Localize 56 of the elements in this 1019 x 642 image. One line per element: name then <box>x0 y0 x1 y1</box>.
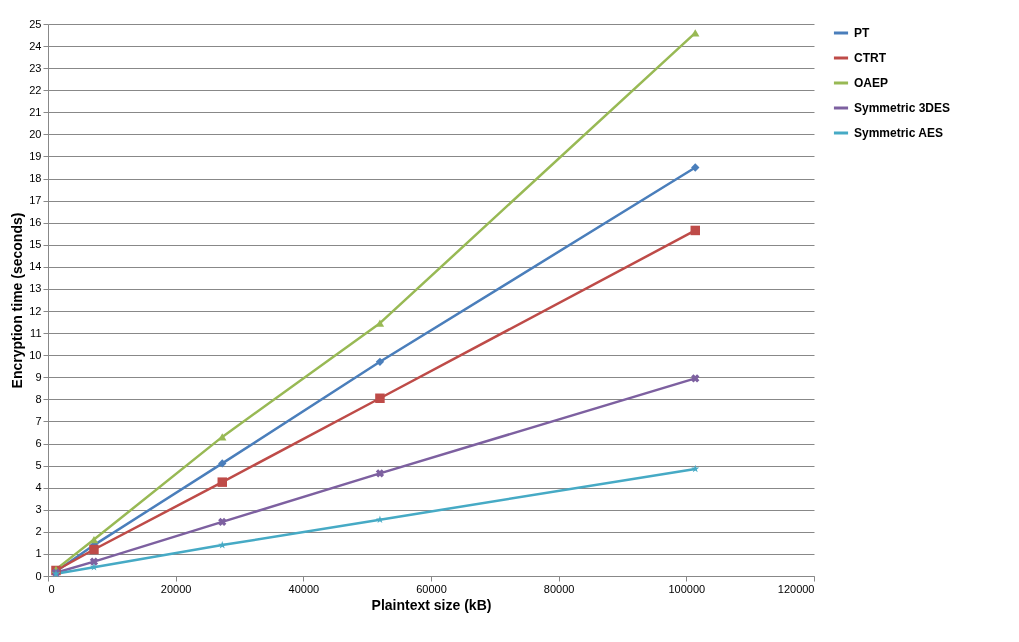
y-tick-label: 18 <box>29 172 42 185</box>
x-axis-title: Plaintext size (kB) <box>371 596 492 613</box>
x-tick-label: 120000 <box>777 582 815 595</box>
legend-label: PT <box>854 26 870 40</box>
y-tick-label: 4 <box>35 481 42 494</box>
y-tick-label: 3 <box>35 503 42 516</box>
y-tick-label: 11 <box>30 326 42 339</box>
point <box>218 517 227 527</box>
y-tick-label: 21 <box>29 105 42 118</box>
y-tick-label: 16 <box>29 216 42 229</box>
x-tick-label: 100000 <box>668 582 706 595</box>
point <box>89 544 99 555</box>
x-tick-label: 80000 <box>543 582 575 595</box>
y-tick-label: 7 <box>35 414 42 427</box>
x-tick-label: 0 <box>48 582 55 595</box>
point <box>691 374 700 383</box>
legend-label: Symmetric 3DES <box>854 101 951 115</box>
y-tick-label: 23 <box>29 61 42 74</box>
y-tick-label: 5 <box>35 459 42 472</box>
point <box>691 163 700 172</box>
y-tick-label: 20 <box>29 127 42 140</box>
y-tick-label: 17 <box>29 194 42 207</box>
point <box>375 357 385 367</box>
point <box>217 477 228 487</box>
y-tick-label: 25 <box>29 17 42 30</box>
point <box>375 469 385 478</box>
point <box>218 433 227 441</box>
y-tick-label: 2 <box>35 525 42 538</box>
point <box>218 459 227 468</box>
point <box>218 540 227 549</box>
y-tick-label: 24 <box>29 39 42 52</box>
y-tick-label: 14 <box>29 260 42 273</box>
y-tick-label: 1 <box>35 547 42 560</box>
x-tick-label: 20000 <box>160 582 192 595</box>
y-tick-label: 0 <box>35 569 42 582</box>
point <box>375 393 385 403</box>
point <box>375 515 384 524</box>
y-tick-label: 9 <box>35 370 42 383</box>
y-axis-title: Encryption time (seconds) <box>9 212 26 389</box>
y-tick-label: 12 <box>29 304 42 317</box>
y-tick-label: 8 <box>35 392 42 405</box>
y-tick-label: 6 <box>35 437 42 450</box>
y-tick-label: 10 <box>29 348 42 361</box>
y-tick-label: 13 <box>29 282 42 295</box>
legend-label: CTRT <box>854 51 887 65</box>
point <box>89 535 99 544</box>
point <box>89 562 98 571</box>
x-tick-label: 60000 <box>416 582 447 595</box>
point <box>690 225 701 236</box>
point <box>89 557 99 566</box>
legend-label: OAEP <box>854 76 889 90</box>
x-tick-label: 40000 <box>288 582 320 595</box>
y-tick-label: 19 <box>29 149 42 162</box>
legend-label: Symmetric AES <box>854 126 943 140</box>
y-tick-label: 22 <box>29 83 42 96</box>
y-tick-label: 15 <box>29 238 42 251</box>
